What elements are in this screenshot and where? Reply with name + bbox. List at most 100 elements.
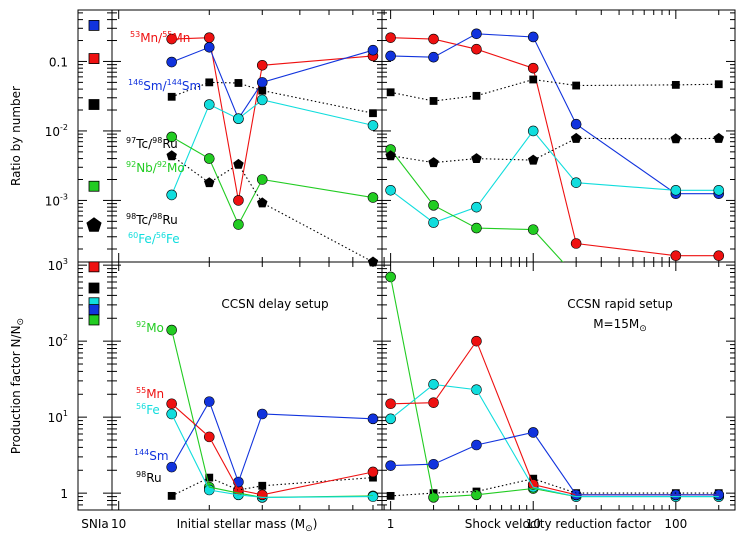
square-marker xyxy=(88,261,100,273)
circle-marker xyxy=(471,28,482,40)
pentagon-marker xyxy=(528,154,539,165)
square-marker xyxy=(205,473,214,482)
circle-marker xyxy=(527,224,539,235)
snia-frame xyxy=(77,9,113,511)
square-marker xyxy=(205,78,214,87)
label-nb: 92Nb/92Mo xyxy=(126,160,185,175)
square-marker xyxy=(714,80,723,89)
label-nb: 92Mo xyxy=(136,320,164,335)
top-mass-tc97-line xyxy=(171,81,374,114)
circle-marker xyxy=(428,200,439,211)
label-fe: 56Fe xyxy=(136,402,160,417)
circle-marker xyxy=(570,177,582,188)
label-mn: 55Mn xyxy=(136,386,164,401)
top-shock-nb-line xyxy=(390,149,564,262)
bottom-shock-ru-line xyxy=(390,478,719,497)
square-marker xyxy=(88,314,100,326)
circle-marker xyxy=(166,189,177,201)
circle-marker xyxy=(527,31,539,43)
circle-marker xyxy=(256,174,268,185)
circle-marker xyxy=(166,131,177,143)
axis-ticks xyxy=(78,10,735,511)
circle-marker xyxy=(203,41,215,53)
circle-marker xyxy=(166,461,177,473)
bottom-y-axis-label: Production factor N/N⊙ xyxy=(9,318,26,454)
left-x-axis-label: Initial stellar mass (M⊙) xyxy=(177,517,318,534)
snia-label: SNIa xyxy=(81,517,109,531)
circle-marker xyxy=(428,33,439,45)
y-tick-label: 10-2 xyxy=(45,123,68,139)
pentagon-marker xyxy=(570,132,582,143)
y-tick-label: 102 xyxy=(48,333,68,349)
circle-marker xyxy=(203,99,215,110)
bottom-series-lines xyxy=(171,276,719,498)
circle-marker xyxy=(527,125,539,137)
circle-marker xyxy=(233,113,244,125)
label-tc98: 98Tc/98Ru xyxy=(126,212,178,227)
circle-marker xyxy=(256,60,268,71)
bottom-shock-sm-line xyxy=(390,431,719,496)
circle-marker xyxy=(385,184,396,196)
rapid-panel-title: CCSN rapid setup xyxy=(567,297,672,311)
circle-marker xyxy=(471,222,482,234)
circle-marker xyxy=(203,153,215,164)
circle-marker xyxy=(233,219,244,230)
top-mass-mn-line xyxy=(171,37,374,201)
square-marker xyxy=(88,99,100,110)
pentagon-marker xyxy=(257,197,268,208)
top-mass-tc98-line xyxy=(171,155,374,262)
y-tick-label: 0.1 xyxy=(49,55,68,69)
bottom-mass-fe-line xyxy=(171,413,374,498)
square-marker xyxy=(386,88,395,97)
top-shock-tc98-line xyxy=(390,137,719,164)
square-marker xyxy=(369,109,377,118)
pentagon-marker xyxy=(166,150,177,161)
circle-marker xyxy=(367,120,379,131)
circle-marker xyxy=(367,192,379,203)
square-marker xyxy=(88,53,100,64)
rapid-mass-label: M=15M⊙ xyxy=(593,317,647,334)
x-tick-label: 10 xyxy=(526,517,541,531)
top-mass-nb-line xyxy=(171,136,374,226)
circle-marker xyxy=(166,56,177,68)
delay-panel-title: CCSN delay setup xyxy=(221,297,328,311)
top-y-axis-label: Ratio by number xyxy=(9,86,23,186)
pentagon-marker xyxy=(204,177,215,188)
square-marker xyxy=(671,80,680,89)
x-tick-label: 100 xyxy=(664,517,687,531)
bottom-shock-fe-line xyxy=(390,383,719,498)
square-marker xyxy=(234,79,243,87)
pentagon-marker xyxy=(385,150,396,161)
square-marker xyxy=(529,75,538,84)
circle-marker xyxy=(256,77,268,88)
bottom-mass-sm-line xyxy=(171,400,374,484)
circle-marker xyxy=(428,217,439,228)
square-marker xyxy=(88,180,100,192)
circle-marker xyxy=(256,94,268,106)
pentagon-marker xyxy=(367,256,379,267)
x-tick-label: 10 xyxy=(111,517,126,531)
label-sm: 146Sm/144Sm xyxy=(128,78,201,93)
circle-marker xyxy=(570,118,582,130)
pentagon-marker xyxy=(670,133,682,144)
label-mn: 53Mn/55Mn xyxy=(130,30,190,45)
pentagon-marker xyxy=(428,157,439,168)
circle-marker xyxy=(367,44,379,56)
circle-marker xyxy=(670,250,682,262)
circle-marker xyxy=(233,195,244,206)
x-tick-label: 1 xyxy=(387,517,395,531)
label-ru: 98Ru xyxy=(136,470,162,485)
pentagon-marker xyxy=(233,158,244,169)
square-marker xyxy=(167,491,176,500)
square-marker xyxy=(258,86,267,95)
circle-marker xyxy=(385,32,396,43)
circle-marker xyxy=(166,33,177,45)
y-tick-label: 101 xyxy=(48,409,68,425)
top-shock-sm-line xyxy=(390,33,719,195)
circle-marker xyxy=(471,201,482,213)
square-marker xyxy=(88,304,100,316)
right-x-axis-label: Shock velocity reduction factor xyxy=(465,517,652,531)
pentagon-marker xyxy=(471,153,482,163)
square-marker xyxy=(88,282,100,294)
